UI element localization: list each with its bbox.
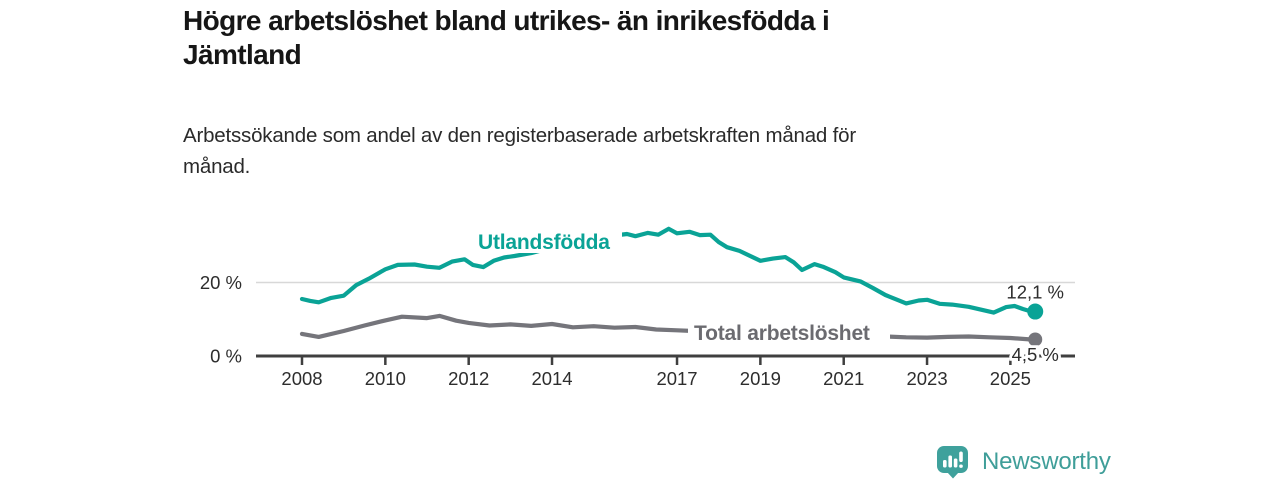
x-tick-label-2012: 2012 [448,368,489,389]
x-tick-label-2008: 2008 [281,368,322,389]
page-subtitle: Arbetssökande som andel av den registerb… [183,120,1083,182]
newsworthy-icon [937,446,968,479]
x-tick-label-2017: 2017 [656,368,697,389]
newsworthy-wordmark: Newsworthy [982,448,1111,475]
y-tick-label-20: 20 % [200,272,242,293]
end-label-total: 4,5 % [1012,344,1059,365]
end-label-utlandsfodda: 12,1 % [1006,282,1064,303]
x-tick-label-2019: 2019 [740,368,781,389]
x-tick-label-2010: 2010 [365,368,406,389]
series-line-utlandsfodda [299,226,1034,315]
page-subtitle-line1: Arbetssökande som andel av den registerb… [183,124,856,147]
newsworthy-logo[interactable]: Newsworthy [936,445,1111,479]
x-tick-label-2021: 2021 [823,368,864,389]
page-title: Högre arbetslöshet bland utrikes- än inr… [183,4,1143,72]
y-tick-label-0: 0 % [210,346,242,367]
series-label-mask [688,319,890,345]
end-dot-total [1028,332,1043,347]
page-subtitle-line2: månad. [183,155,251,178]
series-label-utlandsfodda: Utlandsfödda [478,231,610,254]
series-line-total [299,313,1034,342]
series-label-mask [472,228,622,253]
x-tick-label-2023: 2023 [906,368,947,389]
series-label-total: Total arbetslöshet [694,322,870,345]
page-title-line2: Jämtland [183,39,302,70]
end-dot-utlandsfodda [1027,303,1044,320]
page-title-line1: Högre arbetslöshet bland utrikes- än inr… [183,5,830,36]
x-tick-label-2025: 2025 [990,368,1031,389]
x-tick-label-2014: 2014 [531,368,572,389]
